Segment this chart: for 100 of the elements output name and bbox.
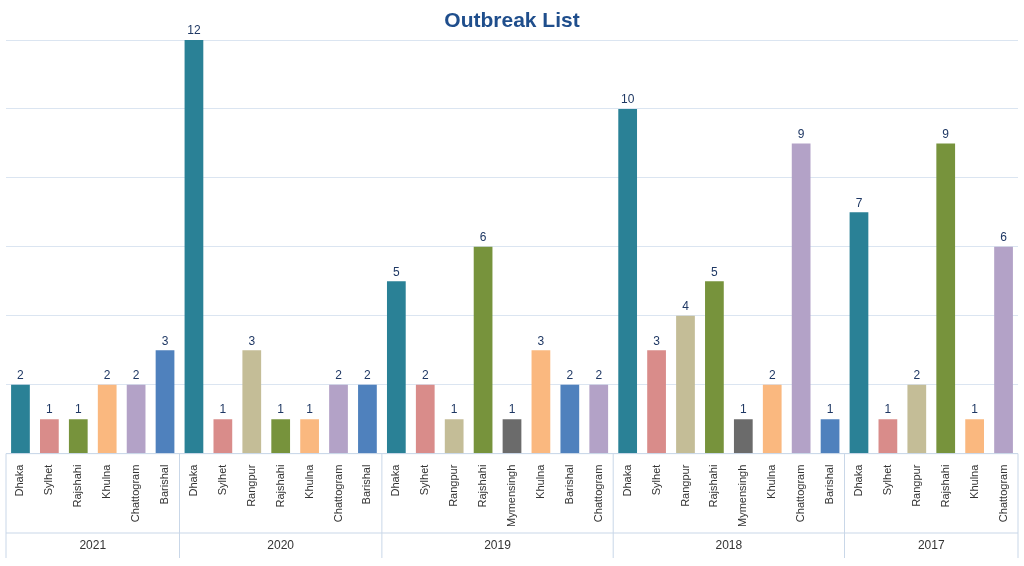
bar <box>965 419 984 454</box>
bar <box>271 419 291 454</box>
text: 2018 <box>715 538 743 553</box>
bar <box>762 384 782 454</box>
x-tick-label: Barishal <box>360 464 373 505</box>
data-label: 1 <box>277 402 285 417</box>
data-label: 1 <box>450 402 458 417</box>
data-label: 5 <box>393 264 400 279</box>
x-tick-label: Sylhet <box>215 464 228 496</box>
x-tick-label: Dhaka <box>13 463 26 497</box>
x-tick-label: Mymensingh <box>505 464 518 527</box>
x-tick-label: Barishal <box>158 464 171 505</box>
data-label: 4 <box>682 299 690 314</box>
data-label: 1 <box>508 402 516 417</box>
data-label: 3 <box>537 333 545 348</box>
data-label: 2 <box>103 368 111 383</box>
x-tick-label: Sylhet <box>418 464 431 496</box>
data-label: 2 <box>566 368 574 383</box>
x-tick-label: Rajshahi <box>938 464 951 508</box>
data-label: 10 <box>620 92 635 107</box>
data-label: 7 <box>855 195 863 210</box>
bar <box>155 350 175 454</box>
x-tick-label: Barishal <box>562 464 575 505</box>
x-tick-label: Rajshahi <box>476 464 489 508</box>
x-tick-label: Chattogram <box>996 464 1009 523</box>
x-tick-label: Dhaka <box>186 463 199 497</box>
bar <box>705 281 724 454</box>
bar <box>733 419 753 454</box>
chart-title: Outbreak List <box>444 8 580 31</box>
data-label: 1 <box>739 402 747 417</box>
data-label: 12 <box>187 23 201 38</box>
bar <box>820 419 840 454</box>
bar <box>791 143 811 454</box>
bar <box>647 350 666 454</box>
x-tick-label: Khulna <box>100 463 113 499</box>
data-label: 1 <box>884 402 892 417</box>
x-tick-label: Dhaka <box>620 463 633 497</box>
x-tick-label: Dhaka <box>389 463 402 497</box>
bar <box>68 419 88 454</box>
bar <box>676 315 695 454</box>
x-tick-label: Rangpur <box>909 464 922 507</box>
x-tick-label: Rajshahi <box>71 464 84 508</box>
data-label: 1 <box>306 402 314 417</box>
bar <box>126 384 146 454</box>
data-label: 2 <box>364 368 372 383</box>
data-label: 6 <box>1000 230 1008 245</box>
data-label: 9 <box>942 126 950 141</box>
data-label: 3 <box>161 333 169 348</box>
data-label: 5 <box>711 264 719 279</box>
x-tick-label: Rangpur <box>447 464 460 507</box>
data-label: 2 <box>335 368 343 383</box>
x-tick-label: Mymensingh <box>736 464 749 527</box>
x-tick-label: Dhaka <box>852 463 864 497</box>
x-tick-label: Khulna <box>765 463 778 499</box>
bar <box>11 384 30 454</box>
x-tick-label: Chattogram <box>129 464 142 523</box>
bar <box>473 246 493 454</box>
bar <box>531 350 551 454</box>
data-label: 2 <box>132 368 140 383</box>
bar <box>849 212 869 454</box>
data-label: 1 <box>46 402 54 417</box>
bar <box>358 384 377 454</box>
data-label: 2 <box>421 368 429 383</box>
bar <box>560 384 580 454</box>
bar <box>300 419 319 454</box>
bar <box>97 384 117 454</box>
x-tick-label: Rajshahi <box>707 464 720 508</box>
bar <box>444 419 464 454</box>
x-tick-label: Khulna <box>302 463 315 499</box>
bar <box>40 419 59 454</box>
text: 2019 <box>484 538 512 553</box>
data-label: 1 <box>971 402 979 417</box>
bar <box>502 419 522 454</box>
data-label: 2 <box>768 368 776 383</box>
x-tick-label: Khulna <box>533 463 546 499</box>
x-tick-label: Barishal <box>823 464 836 505</box>
data-label: 1 <box>219 402 227 417</box>
x-tick-label: Chattogram <box>331 464 344 523</box>
bar <box>329 384 348 454</box>
data-label: 2 <box>17 368 25 383</box>
data-label: 6 <box>479 230 487 245</box>
x-tick-label: Rangpur <box>244 464 257 507</box>
data-label: 2 <box>595 368 603 383</box>
text: 2020 <box>267 538 295 553</box>
bar <box>618 108 638 454</box>
x-tick-label: Chattogram <box>794 464 807 523</box>
bar <box>878 419 898 454</box>
bar <box>242 350 262 454</box>
data-label: 9 <box>797 126 805 141</box>
data-label: 2 <box>913 368 921 383</box>
bar <box>386 281 406 454</box>
bar <box>994 246 1013 454</box>
bar <box>936 143 956 454</box>
data-label: 1 <box>826 402 834 417</box>
bar <box>213 419 233 454</box>
bar <box>589 384 609 454</box>
bar <box>907 384 927 454</box>
x-tick-label: Khulna <box>967 463 980 499</box>
data-label: 3 <box>248 333 256 348</box>
text: 2021 <box>79 538 107 553</box>
